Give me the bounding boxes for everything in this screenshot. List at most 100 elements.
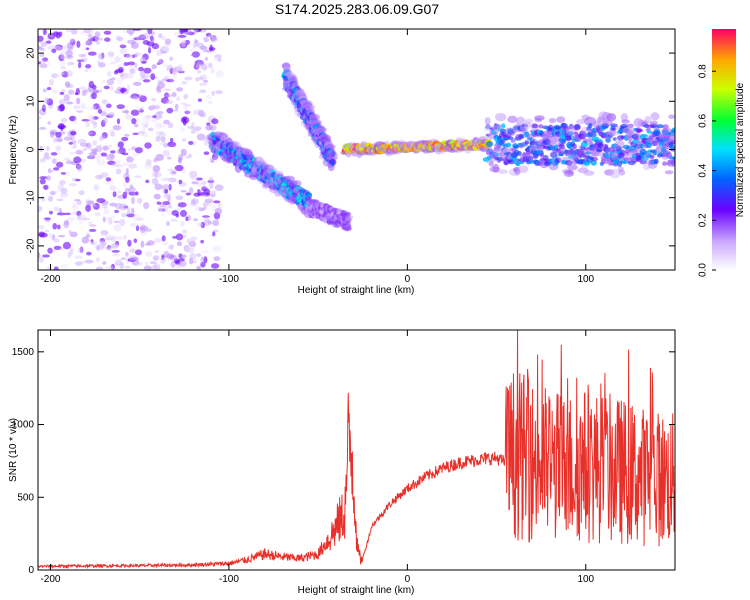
- spectrogram-cell: [190, 128, 196, 134]
- spectrogram-cell: [125, 54, 133, 60]
- spectrogram-cell: [115, 35, 121, 41]
- spectrogram-cell: [161, 213, 165, 217]
- spectrogram-cell: [154, 183, 163, 191]
- spectrogram-cell: [73, 156, 82, 164]
- spectrogram-cell: [141, 60, 147, 64]
- spectrogram-cell: [167, 156, 172, 160]
- spectrogram-cell: [111, 249, 120, 253]
- spectrogram-cell: [76, 110, 84, 113]
- spectrogram-cell: [116, 163, 121, 168]
- spectrogram-cell: [105, 112, 114, 116]
- spectrogram-cell: [102, 216, 106, 223]
- spectrogram-cell: [186, 245, 195, 251]
- spectrogram-cell: [212, 245, 222, 253]
- spectrogram-cell: [209, 44, 213, 52]
- spectrogram-cell: [636, 129, 643, 133]
- spectrogram-cell: [95, 41, 101, 45]
- spectrogram-cell: [135, 52, 142, 56]
- spectrogram-cell: [214, 184, 224, 191]
- spectrogram-cell: [175, 96, 181, 102]
- spectrogram-cell: [193, 141, 197, 146]
- spectrogram-cell: [200, 221, 206, 229]
- spectrogram-cell: [100, 229, 109, 236]
- spectrogram-cell: [326, 144, 336, 149]
- spectrogram-cell: [125, 168, 129, 175]
- spectrogram-cell: [204, 202, 213, 206]
- spectrogram-cell: [131, 207, 135, 215]
- spectrogram-cell: [187, 214, 191, 222]
- spectrogram-cell: [55, 161, 64, 168]
- spectrogram-cell: [534, 115, 545, 121]
- spectrogram-cell: [123, 181, 127, 188]
- spectrogram-cell: [53, 137, 59, 143]
- spectrogram-cell: [59, 179, 66, 186]
- spectrogram-cell: [141, 32, 151, 40]
- spectrogram-cell: [40, 196, 45, 201]
- spectrogram-cell: [40, 42, 47, 47]
- spectrogram-cell: [110, 77, 116, 81]
- spectrogram-cell: [130, 247, 135, 253]
- spectrogram-cell: [210, 190, 217, 197]
- spectrogram-cell: [217, 56, 222, 59]
- spectrogram-cell: [614, 139, 625, 150]
- spectrogram-cell: [123, 205, 129, 209]
- spectrogram-cell: [161, 35, 166, 41]
- spectrogram-cell: [524, 140, 530, 145]
- spectrogram-cell: [65, 82, 72, 89]
- spectrogram-cell: [128, 191, 137, 196]
- spectrogram-cell: [151, 64, 157, 70]
- spectrogram-cell: [74, 261, 83, 266]
- spectrogram-cell: [172, 72, 178, 79]
- spectrogram-cell: [132, 152, 139, 157]
- spectrogram-cell: [104, 37, 111, 42]
- spectrogram-cell: [202, 49, 211, 53]
- spectrogram-cell: [73, 104, 81, 110]
- spectrogram-cell: [151, 97, 156, 102]
- spectrogram-cell: [188, 140, 194, 145]
- spectrogram-cell: [101, 202, 108, 209]
- spectrogram-cell: [143, 124, 148, 129]
- spectrogram-cell: [126, 29, 135, 35]
- spectrogram-cell: [310, 113, 320, 121]
- spectrogram-cell: [142, 79, 151, 83]
- spectrogram-cell: [152, 257, 158, 261]
- spectrogram-cell: [78, 86, 87, 90]
- spectrogram-cell: [151, 49, 156, 53]
- spectrogram-cell: [85, 37, 90, 43]
- spectrogram-cell: [75, 178, 81, 182]
- spectrogram-cell: [98, 89, 103, 93]
- spectrogram-cell: [155, 135, 161, 142]
- spectrogram-cell: [116, 86, 123, 91]
- spectrogram-cell: [153, 171, 162, 178]
- spectrogram-cell: [199, 74, 208, 81]
- spectrogram-cell: [176, 241, 182, 247]
- spectrogram-cell: [53, 167, 60, 171]
- colorbar-gradient: [712, 29, 736, 270]
- spectrogram-cell: [38, 256, 45, 263]
- spectrogram-cell: [172, 236, 177, 239]
- spectrogram-cell: [126, 84, 131, 92]
- spectrogram-ytick-label: -10: [26, 190, 37, 205]
- spectrogram-cell: [39, 59, 46, 66]
- spectrogram-cell: [180, 220, 185, 227]
- spectrogram-cell: [147, 228, 152, 232]
- spectrogram-cell: [56, 108, 61, 112]
- spectrogram-cell: [128, 163, 138, 169]
- spectrogram-cell: [213, 53, 222, 61]
- spectrogram-cell: [159, 177, 169, 182]
- spectrogram-cell: [158, 131, 166, 139]
- spectrogram-cell: [67, 42, 72, 46]
- snr-ylabel: SNR (10 * v/v): [8, 418, 19, 482]
- spectrogram-cell: [146, 240, 155, 246]
- spectrogram-cell: [196, 221, 203, 228]
- figure-title: S174.2025.283.06.09.G07: [275, 1, 439, 17]
- spectrogram-cell: [102, 145, 109, 151]
- spectrogram-cell: [45, 153, 49, 159]
- spectrogram-cell: [124, 265, 131, 269]
- spectrogram-cell: [75, 88, 80, 96]
- spectrogram-cell: [89, 116, 95, 124]
- spectrogram-cell: [56, 198, 64, 202]
- spectrogram-cell: [182, 229, 188, 234]
- colorbar-tick-label: 0.0: [698, 263, 709, 277]
- spectrogram-cell: [85, 64, 92, 69]
